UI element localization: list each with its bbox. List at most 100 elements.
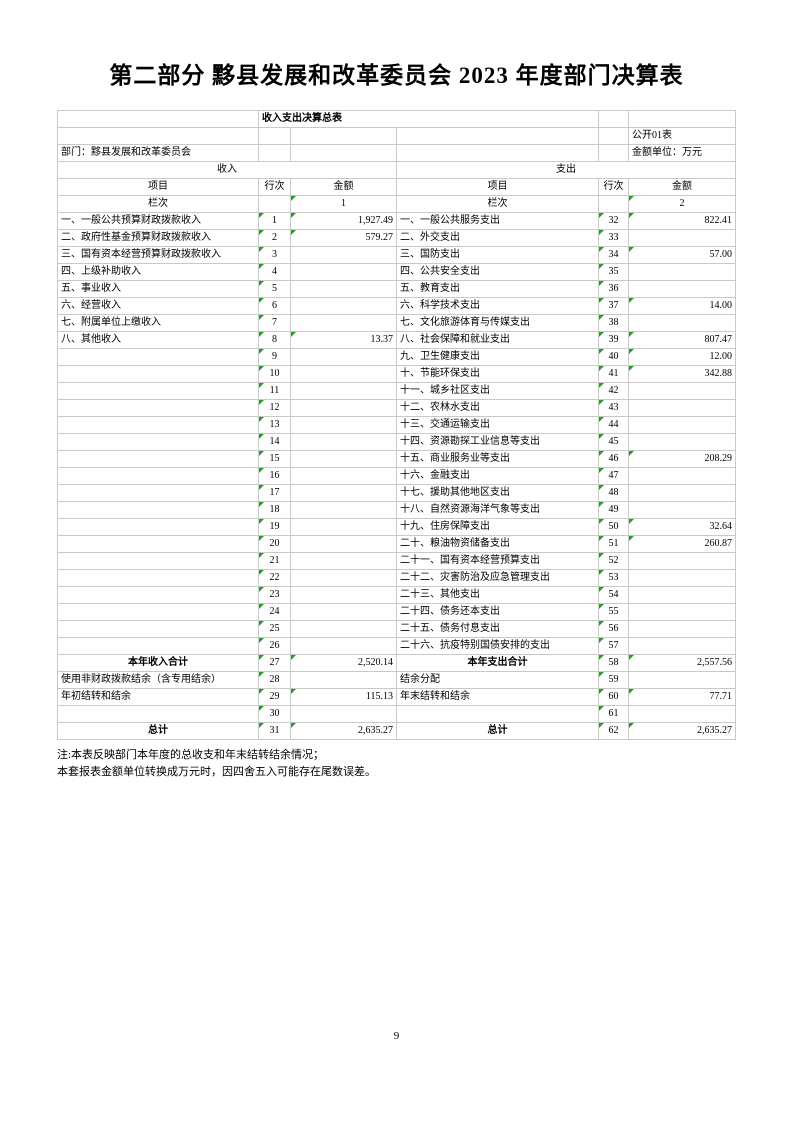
expenditure-item-cell: 二十、粮油物资储备支出	[396, 535, 599, 553]
income-item-cell	[57, 603, 259, 621]
expenditure-line-cell: 58	[598, 654, 629, 672]
income-line-cell: 16	[258, 467, 291, 485]
income-item-cell: 总计	[57, 722, 259, 740]
income-item-cell	[57, 501, 259, 519]
income-amount-cell	[290, 671, 397, 689]
expenditure-amount-cell: 260.87	[628, 535, 736, 553]
expenditure-line-cell: 39	[598, 331, 629, 349]
table-row: 15 十五、商业服务业等支出 46 208.29	[57, 450, 736, 468]
income-line-cell: 24	[258, 603, 291, 621]
expenditure-line-cell: 56	[598, 620, 629, 638]
income-amount-cell	[290, 365, 397, 383]
expenditure-item-cell: 十五、商业服务业等支出	[396, 450, 599, 468]
income-item-cell	[57, 365, 259, 383]
income-amount-cell	[290, 382, 397, 400]
expenditure-line-cell: 40	[598, 348, 629, 366]
income-amount-cell	[290, 552, 397, 570]
income-item-cell	[57, 467, 259, 485]
income-item-cell	[57, 484, 259, 502]
income-line-cell: 26	[258, 637, 291, 655]
income-amount-cell	[290, 586, 397, 604]
income-amount-cell: 2,520.14	[290, 654, 397, 672]
expenditure-amount-cell	[628, 603, 736, 621]
table-row: 26 二十六、抗疫特别国债安排的支出 57	[57, 637, 736, 655]
income-line-cell: 31	[258, 722, 291, 740]
expenditure-line-cell: 57	[598, 637, 629, 655]
blank-cell	[598, 195, 629, 213]
expenditure-column-number: 2	[628, 195, 736, 213]
expenditure-amount-cell: 208.29	[628, 450, 736, 468]
expenditure-item-cell: 十、节能环保支出	[396, 365, 599, 383]
income-amount-cell	[290, 297, 397, 315]
income-amount-cell	[290, 569, 397, 587]
income-item-cell: 三、国有资本经营预算财政拨款收入	[57, 246, 259, 264]
expenditure-item-cell: 十六、金融支出	[396, 467, 599, 485]
table-row: 一、一般公共预算财政拨款收入 1 1,927.49 一、一般公共服务支出 32 822.4…	[57, 212, 736, 230]
expenditure-item-cell: 九、卫生健康支出	[396, 348, 599, 366]
income-item-cell	[57, 518, 259, 536]
expenditure-item-cell: 二十二、灾害防治及应急管理支出	[396, 569, 599, 587]
blank-cell	[290, 127, 397, 145]
blank-cell	[290, 144, 397, 162]
column-row-label: 栏次	[57, 195, 259, 213]
income-amount-cell: 115.13	[290, 688, 397, 706]
column-number-row: 栏次 1 栏次 2	[57, 195, 736, 213]
income-item-cell	[57, 399, 259, 417]
expenditure-line-cell: 59	[598, 671, 629, 689]
income-line-cell: 10	[258, 365, 291, 383]
footnotes: 注:本表反映部门本年度的总收支和年末结转结余情况； 本套报表金额单位转换成万元时…	[57, 747, 735, 781]
income-amount-cell	[290, 314, 397, 332]
blank-cell	[258, 144, 291, 162]
income-item-cell: 七、附属单位上缴收入	[57, 314, 259, 332]
table-row: 六、经营收入 6 六、科学技术支出 37 14.00	[57, 297, 736, 315]
expenditure-amount-cell	[628, 501, 736, 519]
expenditure-line-cell: 51	[598, 535, 629, 553]
expenditure-line-cell: 62	[598, 722, 629, 740]
income-amount-cell	[290, 467, 397, 485]
expenditure-line-cell: 34	[598, 246, 629, 264]
blank-cell	[396, 144, 599, 162]
table-row: 七、附属单位上缴收入 7 七、文化旅游体育与传媒支出 38	[57, 314, 736, 332]
income-line-cell: 12	[258, 399, 291, 417]
expenditure-amount-cell	[628, 705, 736, 723]
expenditure-item-cell: 十二、农林水支出	[396, 399, 599, 417]
expenditure-amount-cell	[628, 399, 736, 417]
income-line-cell: 2	[258, 229, 291, 247]
expenditure-amount-cell: 12.00	[628, 348, 736, 366]
income-amount-cell	[290, 246, 397, 264]
expenditure-item-cell: 四、公共安全支出	[396, 263, 599, 281]
expenditure-line-cell: 37	[598, 297, 629, 315]
income-amount-cell	[290, 603, 397, 621]
blank-cell	[258, 127, 291, 145]
page-number: 9	[393, 1030, 400, 1042]
expenditure-line-cell: 47	[598, 467, 629, 485]
income-line-cell: 15	[258, 450, 291, 468]
expenditure-item-cell: 十七、援助其他地区支出	[396, 484, 599, 502]
income-item-cell	[57, 637, 259, 655]
expenditure-item-cell: 总计	[396, 722, 599, 740]
expenditure-amount-cell: 77.71	[628, 688, 736, 706]
unit-note: 金额单位：万元	[628, 144, 736, 162]
income-amount-cell	[290, 535, 397, 553]
income-item-cell: 使用非财政拨款结余（含专用结余）	[57, 671, 259, 689]
table-row: 三、国有资本经营预算财政拨款收入 3 三、国防支出 34 57.00	[57, 246, 736, 264]
expenditure-line-cell: 55	[598, 603, 629, 621]
income-amount-cell	[290, 348, 397, 366]
expenditure-amount-cell	[628, 586, 736, 604]
income-amount-cell	[290, 620, 397, 638]
sheet-title-row: 收入支出决算总表	[57, 110, 736, 128]
blank-cell	[258, 195, 291, 213]
expenditure-line-cell: 54	[598, 586, 629, 604]
expenditure-amount-cell	[628, 263, 736, 281]
income-line-cell: 13	[258, 416, 291, 434]
statement-table: 收入支出决算总表 公开01表 部门：黟县发展和改革委员会 金额单位：万元	[57, 110, 736, 740]
expenditure-amount-cell	[628, 467, 736, 485]
income-amount-cell	[290, 263, 397, 281]
income-line-cell: 27	[258, 654, 291, 672]
income-line-cell: 20	[258, 535, 291, 553]
expenditure-item-cell: 二、外交支出	[396, 229, 599, 247]
income-section-header: 收入	[57, 161, 397, 179]
income-line-cell: 5	[258, 280, 291, 298]
expenditure-amount-cell	[628, 433, 736, 451]
